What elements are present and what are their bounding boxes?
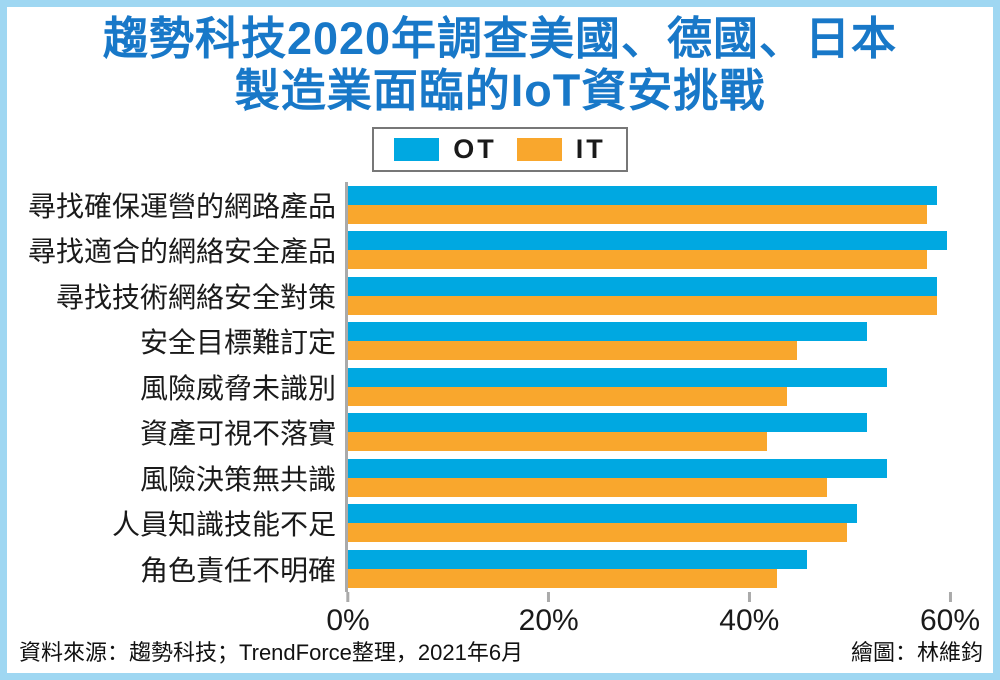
chart-row: 尋找技術網絡安全對策 [7, 273, 993, 319]
chart-row: 資產可視不落實 [7, 409, 993, 455]
category-label: 尋找確保運營的網路產品 [27, 190, 336, 222]
chart-row: 尋找確保運營的網路產品 [7, 182, 993, 228]
tick-mark [747, 591, 751, 602]
source-note: 資料來源：趨勢科技；TrendForce整理，2021年6月 [19, 640, 524, 665]
it-bar [348, 250, 928, 270]
ot-bar [348, 231, 948, 251]
x-axis: 0% 20% 40% 60% [326, 591, 980, 638]
ot-bar [348, 185, 938, 205]
it-bar [348, 295, 938, 315]
chart-title: 趨勢科技2020年調查美國、德國、日本 製造業面臨的IoT資安挑戰 [7, 13, 993, 117]
ot-bar [348, 549, 808, 569]
category-label: 資產可視不落實 [139, 418, 336, 450]
bar-group [345, 227, 965, 273]
chart-row: 人員知識技能不足 [7, 500, 993, 546]
chart-row: 角色責任不明確 [7, 546, 993, 592]
footer: 資料來源：趨勢科技；TrendForce整理，2021年6月 繪圖：林維鈞 [7, 635, 993, 673]
bar-group [345, 455, 965, 501]
ot-bar [348, 458, 888, 478]
legend-label: IT [575, 134, 606, 164]
x-tick: 20% [518, 591, 579, 638]
tick-label: 60% [919, 603, 981, 637]
bar-chart: 尋找確保運營的網路產品 尋找適合的網絡安全產品尋找技術網絡安全對策安全目標難訂定風… [7, 182, 993, 592]
bar-group [345, 273, 965, 319]
legend-label: OT [453, 134, 497, 164]
bar-group [345, 500, 965, 546]
chart-row: 尋找適合的網絡安全產品 [7, 227, 993, 273]
chart-title-line1: 趨勢科技2020年調查美國、德國、日本 [102, 13, 898, 64]
x-tick: 40% [719, 591, 780, 638]
category-label: 尋找適合的網絡安全產品 [27, 236, 336, 268]
ot-bar [348, 276, 938, 296]
category-label: 尋找技術網絡安全對策 [55, 281, 336, 313]
tick-mark [547, 591, 551, 602]
it-bar [348, 477, 828, 497]
bar-group [345, 182, 965, 228]
chart-row: 風險威脅未識別 [7, 364, 993, 410]
it-bar [348, 386, 788, 406]
category-label: 安全目標難訂定 [139, 327, 336, 359]
category-label: 角色責任不明確 [139, 554, 336, 586]
legend-item-ot: OT [394, 134, 497, 165]
bar-group [345, 364, 965, 410]
tick-label: 40% [719, 603, 780, 637]
it-bar [348, 568, 778, 588]
chart-title-line2: 製造業面臨的IoT資安挑戰 [234, 65, 766, 116]
author-credit: 繪圖：林維鈞 [850, 640, 983, 665]
legend-item-it: IT [516, 134, 606, 165]
x-tick: 60% [919, 591, 981, 638]
ot-color-swatch [394, 138, 440, 161]
ot-bar [348, 322, 868, 342]
chart-row: 風險決策無共識 [7, 455, 993, 501]
tick-label: 0% [326, 603, 370, 637]
it-bar [348, 204, 928, 224]
x-tick: 0% [326, 591, 370, 638]
category-label: 風險決策無共識 [139, 463, 336, 495]
bar-group [345, 318, 965, 364]
category-label: 人員知識技能不足 [111, 509, 336, 541]
chart-row: 安全目標難訂定 [7, 318, 993, 364]
ot-bar [348, 413, 868, 433]
tick-label: 20% [518, 603, 579, 637]
it-bar [348, 523, 848, 543]
tick-mark [346, 591, 350, 602]
bar-group [345, 409, 965, 455]
ot-bar [348, 367, 888, 387]
bar-group [345, 546, 965, 592]
legend: OT IT [372, 127, 628, 172]
it-bar [348, 432, 768, 452]
it-bar [348, 341, 798, 361]
tick-mark [948, 591, 952, 602]
category-label: 風險威脅未識別 [139, 372, 336, 404]
it-color-swatch [516, 138, 562, 161]
ot-bar [348, 504, 858, 524]
